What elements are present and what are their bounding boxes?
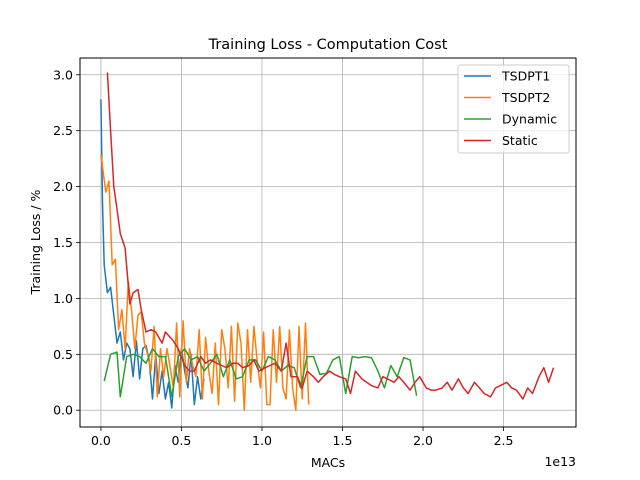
series-line-static bbox=[106, 72, 555, 400]
x-tick-label: 2.5 bbox=[494, 433, 514, 448]
x-axis-offset-text: 1e13 bbox=[544, 454, 576, 469]
legend-label-dynamic: Dynamic bbox=[502, 112, 557, 127]
grid bbox=[80, 58, 576, 427]
x-axis-ticks: 0.0 0.5 1.0 1.5 2.0 2.5 bbox=[91, 427, 513, 448]
y-tick-label: 2.0 bbox=[53, 179, 73, 194]
series-line-tsdpt2 bbox=[100, 154, 310, 411]
legend-label-static: Static bbox=[502, 133, 538, 148]
x-tick-label: 2.0 bbox=[413, 433, 433, 448]
y-tick-label: 0.5 bbox=[53, 347, 73, 362]
plot-area bbox=[100, 72, 555, 411]
chart-title: Training Loss - Computation Cost bbox=[208, 37, 448, 53]
y-axis-ticks: 0.0 0.5 1.0 1.5 2.0 2.5 3.0 bbox=[53, 67, 80, 418]
y-tick-label: 1.0 bbox=[53, 291, 73, 306]
y-tick-label: 2.5 bbox=[53, 123, 73, 138]
series-line-dynamic bbox=[103, 347, 418, 398]
x-axis-label: MACs bbox=[311, 455, 345, 470]
y-tick-label: 3.0 bbox=[53, 67, 73, 82]
y-tick-label: 1.5 bbox=[53, 235, 73, 250]
legend: TSDPT1 TSDPT2 Dynamic Static bbox=[457, 64, 570, 154]
legend-box bbox=[457, 64, 570, 154]
y-tick-label: 0.0 bbox=[53, 403, 73, 418]
x-tick-label: 1.0 bbox=[252, 433, 272, 448]
legend-label-tsdpt2: TSDPT2 bbox=[501, 90, 550, 105]
x-tick-label: 0.0 bbox=[91, 433, 111, 448]
x-tick-label: 1.5 bbox=[333, 433, 353, 448]
x-tick-label: 0.5 bbox=[172, 433, 192, 448]
legend-label-tsdpt1: TSDPT1 bbox=[501, 69, 550, 84]
y-axis-label: Training Loss / % bbox=[28, 190, 43, 296]
